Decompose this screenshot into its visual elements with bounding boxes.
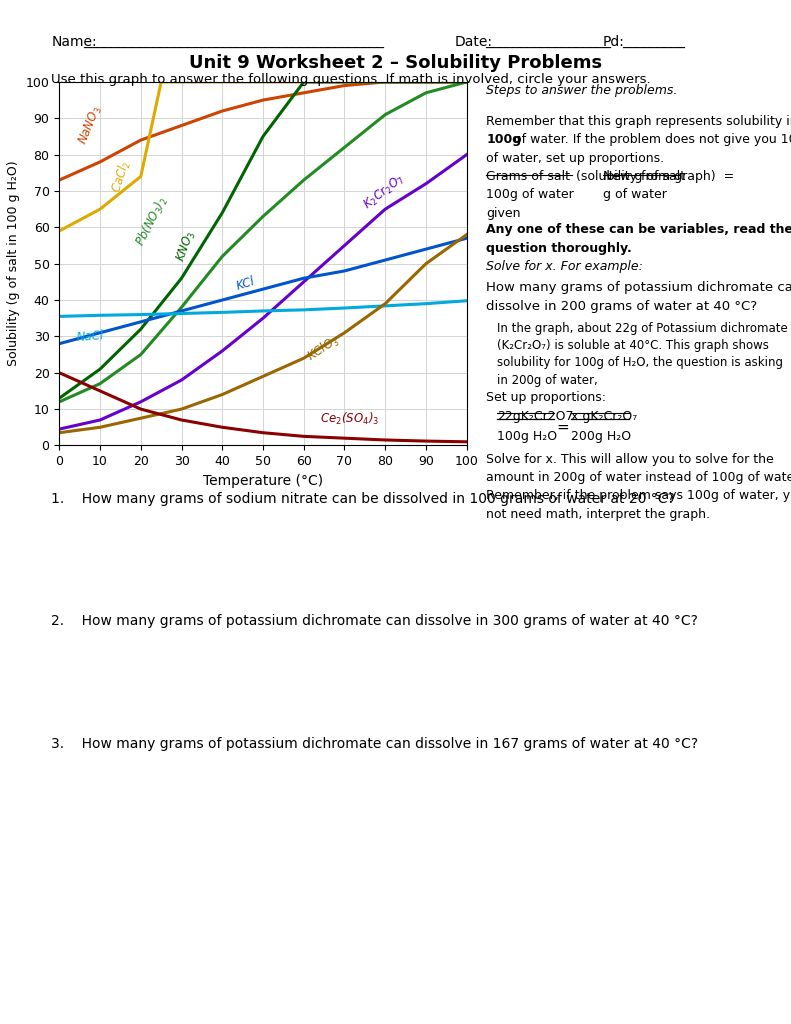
Text: 2.    How many grams of potassium dichromate can dissolve in 300 grams of water : 2. How many grams of potassium dichromat… (51, 614, 698, 629)
Text: (K₂Cr₂O₇) is soluble at 40°C. This graph shows: (K₂Cr₂O₇) is soluble at 40°C. This graph… (497, 339, 769, 352)
Text: =: = (556, 420, 569, 435)
Text: 3.    How many grams of potassium dichromate can dissolve in 167 grams of water : 3. How many grams of potassium dichromat… (51, 737, 698, 752)
Text: Pb(NO$_3$)$_2$: Pb(NO$_3$)$_2$ (133, 194, 172, 249)
Text: 22gK₂Cr2O7: 22gK₂Cr2O7 (497, 410, 573, 423)
Text: KClO$_3$: KClO$_3$ (304, 333, 342, 366)
Text: In the graph, about 22g of Potassium dichromate: In the graph, about 22g of Potassium dic… (497, 322, 788, 335)
Text: Name:: Name: (51, 35, 97, 49)
Text: question thoroughly.: question thoroughly. (486, 242, 632, 255)
Text: g of water: g of water (603, 188, 667, 202)
Text: not need math, interpret the graph.: not need math, interpret the graph. (486, 508, 710, 521)
Text: Date:: Date: (455, 35, 493, 49)
Text: 100g: 100g (486, 133, 521, 146)
Text: x gK₂Cr₂O₇: x gK₂Cr₂O₇ (571, 410, 638, 423)
Text: dissolve in 200 grams of water at 40 °C?: dissolve in 200 grams of water at 40 °C? (486, 300, 758, 313)
Text: KNO$_3$: KNO$_3$ (173, 228, 199, 264)
Text: New g of salt: New g of salt (603, 170, 685, 183)
Text: CaCl$_2$: CaCl$_2$ (108, 158, 134, 195)
Text: Solve for x. For example:: Solve for x. For example: (486, 260, 643, 273)
Text: of water. If the problem does not give you 100g: of water. If the problem does not give y… (510, 133, 791, 146)
Text: Remember, if the problem says 100g of water, you do: Remember, if the problem says 100g of wa… (486, 489, 791, 503)
Text: of water, set up proportions.: of water, set up proportions. (486, 152, 664, 165)
Text: K$_2$Cr$_2$O$_7$: K$_2$Cr$_2$O$_7$ (361, 171, 408, 213)
Text: Grams of salt: Grams of salt (486, 170, 570, 183)
Text: NaCl: NaCl (76, 329, 104, 344)
Text: Unit 9 Worksheet 2 – Solubility Problems: Unit 9 Worksheet 2 – Solubility Problems (189, 54, 602, 73)
Text: Ce$_2$(SO$_4$)$_3$: Ce$_2$(SO$_4$)$_3$ (320, 412, 380, 427)
Text: solubility for 100g of H₂O, the question is asking: solubility for 100g of H₂O, the question… (497, 356, 783, 370)
Text: ___________________________________________: ________________________________________… (83, 35, 384, 49)
Text: NaNO$_3$: NaNO$_3$ (76, 104, 105, 147)
Text: KCl: KCl (234, 274, 256, 293)
X-axis label: Temperature (°C): Temperature (°C) (203, 474, 323, 487)
Text: 200g H₂O: 200g H₂O (571, 430, 631, 443)
Text: Set up proportions:: Set up proportions: (486, 391, 607, 404)
Text: 100g of water: 100g of water (486, 188, 574, 202)
Text: 100g H₂O: 100g H₂O (497, 430, 557, 443)
Text: Any one of these can be variables, read the: Any one of these can be variables, read … (486, 223, 791, 237)
Text: in 200g of water,: in 200g of water, (497, 374, 597, 387)
Text: Pd:: Pd: (603, 35, 625, 49)
Text: Steps to answer the problems.: Steps to answer the problems. (486, 84, 677, 97)
Text: 1.    How many grams of sodium nitrate can be dissolved in 100 grams of water at: 1. How many grams of sodium nitrate can … (51, 492, 676, 506)
Text: (solubility from graph)  =: (solubility from graph) = (572, 170, 742, 183)
Text: given: given (486, 207, 521, 220)
Y-axis label: Solubility (g of salt in 100 g H₂O): Solubility (g of salt in 100 g H₂O) (7, 161, 21, 367)
Text: Remember that this graph represents solubility in: Remember that this graph represents solu… (486, 115, 791, 128)
Text: Use this graph to answer the following questions. If math is involved, circle yo: Use this graph to answer the following q… (51, 73, 651, 86)
Text: amount in 200g of water instead of 100g of water.: amount in 200g of water instead of 100g … (486, 471, 791, 484)
Text: Solve for x. This will allow you to solve for the: Solve for x. This will allow you to solv… (486, 453, 774, 466)
Text: How many grams of potassium dichromate can: How many grams of potassium dichromate c… (486, 281, 791, 294)
Text: __________________: __________________ (485, 35, 611, 49)
Text: _________: _________ (622, 35, 685, 49)
